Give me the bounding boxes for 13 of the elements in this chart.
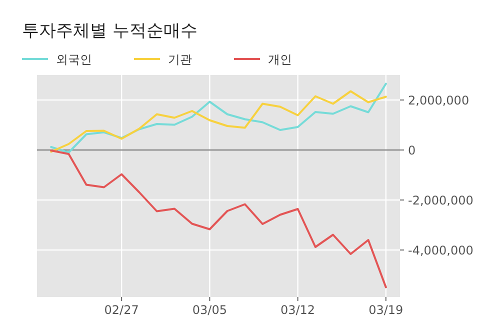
x-tick-label: 03/05 (192, 303, 227, 317)
y-tick-label: 2,000,000 (408, 94, 470, 108)
y-tick-label: -4,000,000 (408, 244, 474, 258)
legend-label: 외국인 (56, 52, 92, 66)
line-series (50, 150, 387, 288)
x-tick-label: 02/27 (104, 303, 139, 317)
x-tick-label: 03/19 (368, 303, 404, 317)
chart-title: 투자주체별 누적순매수 (22, 21, 198, 41)
y-tick-label: -2,000,000 (408, 194, 474, 208)
legend-label: 기관 (168, 52, 192, 66)
legend-label: 개인 (268, 52, 292, 66)
x-tick-label: 03/12 (280, 303, 316, 317)
y-tick-label: 0 (408, 144, 416, 158)
